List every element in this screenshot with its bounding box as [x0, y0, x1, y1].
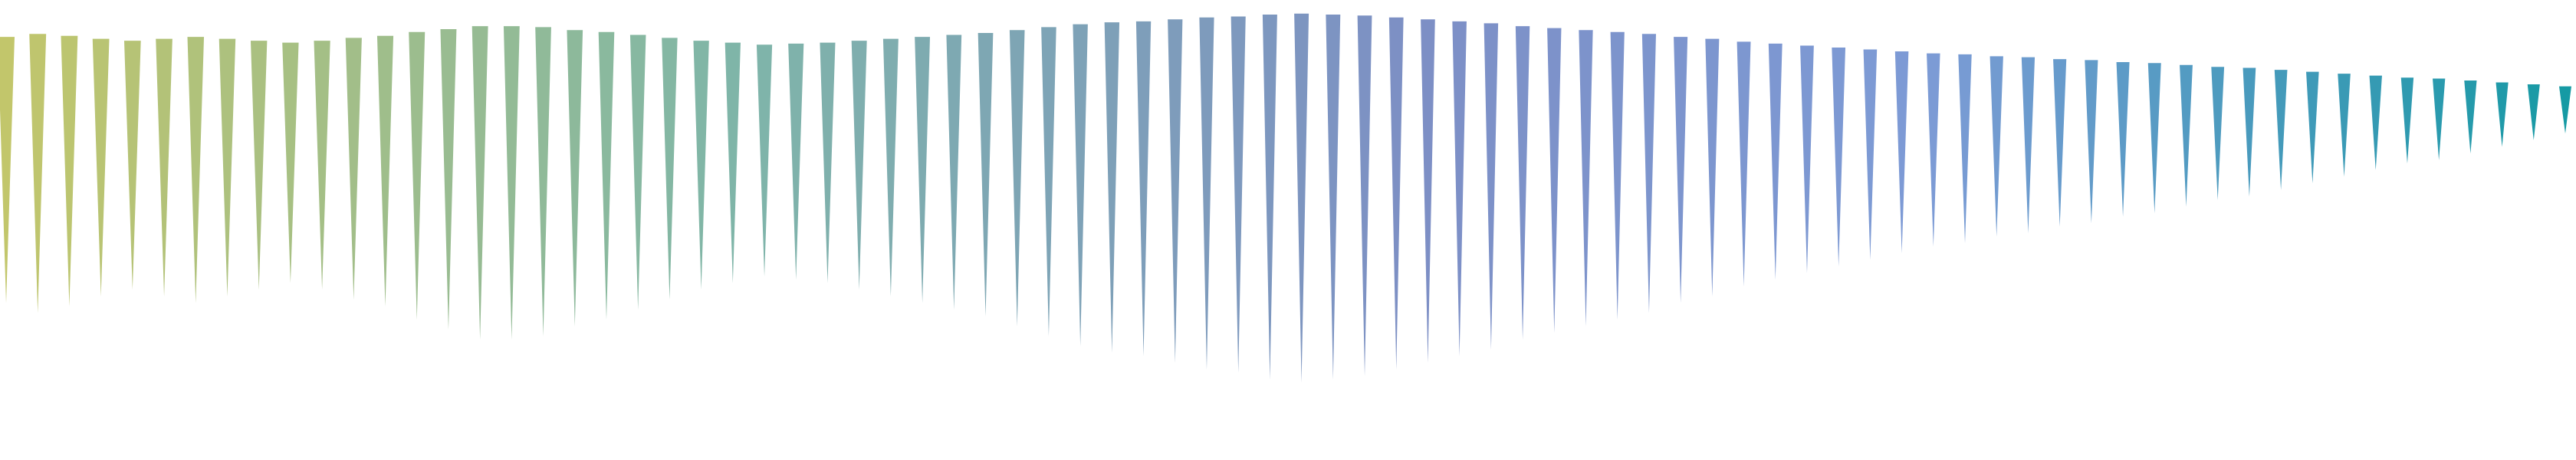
spike-35 — [1073, 24, 1088, 347]
spike-72 — [2242, 67, 2256, 197]
spike-29 — [882, 38, 899, 297]
spike-3 — [61, 35, 78, 307]
spike-22 — [662, 38, 678, 300]
spike-57 — [1768, 43, 1783, 280]
spike-64 — [1990, 56, 2003, 237]
spike-10 — [282, 42, 299, 284]
spike-11 — [314, 41, 330, 290]
spike-81 — [2527, 84, 2540, 140]
spike-14 — [409, 31, 426, 320]
spike-63 — [1958, 54, 1972, 244]
spike-54 — [1674, 37, 1688, 304]
spike-65 — [2021, 57, 2036, 234]
spike-52 — [1610, 31, 1625, 320]
spike-71 — [2211, 67, 2225, 200]
spike-70 — [2180, 64, 2193, 207]
spike-80 — [2496, 82, 2509, 147]
spike-39 — [1199, 17, 1214, 370]
spike-24 — [724, 42, 741, 284]
spike-group — [0, 13, 2571, 383]
spike-15 — [440, 28, 457, 330]
spike-62 — [1927, 53, 1940, 247]
spike-16 — [472, 26, 488, 340]
spike-28 — [851, 41, 867, 290]
spike-19 — [567, 30, 583, 327]
spike-31 — [946, 34, 962, 310]
spike-25 — [756, 44, 773, 277]
spike-58 — [1800, 45, 1814, 274]
spike-13 — [376, 35, 394, 307]
spike-45 — [1388, 17, 1404, 370]
spike-36 — [1104, 22, 1120, 353]
spike-48 — [1484, 23, 1499, 350]
spike-23 — [693, 41, 709, 290]
spike-21 — [629, 34, 646, 310]
spike-75 — [2338, 74, 2351, 177]
spike-9 — [250, 41, 268, 290]
spike-59 — [1832, 47, 1846, 267]
spike-26 — [788, 43, 804, 280]
spike-67 — [2085, 60, 2098, 224]
spike-60 — [1863, 49, 1878, 260]
spike-41 — [1262, 14, 1277, 380]
spike-76 — [2369, 75, 2382, 170]
spike-32 — [978, 33, 994, 317]
spike-69 — [2147, 63, 2161, 214]
spike-33 — [1009, 30, 1025, 327]
spike-44 — [1357, 15, 1372, 376]
spike-51 — [1579, 30, 1593, 327]
spike-1 — [0, 37, 15, 304]
spike-20 — [598, 31, 615, 320]
spike-8 — [219, 38, 236, 297]
spike-55 — [1705, 38, 1720, 297]
spike-7 — [187, 37, 205, 304]
spike-46 — [1421, 19, 1435, 363]
spike-56 — [1737, 41, 1751, 287]
spike-4 — [92, 38, 110, 297]
spike-50 — [1547, 28, 1562, 334]
spike-37 — [1135, 21, 1152, 356]
spike-18 — [535, 27, 551, 337]
spike-17 — [503, 26, 520, 340]
spike-53 — [1641, 34, 1656, 314]
spike-77 — [2400, 77, 2414, 164]
spike-49 — [1515, 26, 1530, 340]
spike-34 — [1041, 27, 1056, 337]
spike-38 — [1168, 19, 1183, 363]
spike-12 — [345, 38, 362, 300]
spike-5 — [123, 41, 141, 290]
spike-30 — [915, 37, 931, 304]
spike-68 — [2116, 61, 2130, 217]
spike-40 — [1230, 16, 1246, 373]
spike-74 — [2306, 71, 2319, 184]
spike-2 — [29, 34, 47, 314]
spike-47 — [1452, 21, 1467, 356]
spike-61 — [1894, 51, 1909, 254]
spike-6 — [156, 38, 172, 297]
spike-78 — [2433, 78, 2446, 160]
spike-79 — [2464, 80, 2477, 154]
spike-43 — [1326, 14, 1341, 380]
spike-66 — [2053, 59, 2067, 227]
spike-73 — [2274, 70, 2288, 190]
spike-27 — [820, 42, 836, 284]
spike-82 — [2559, 86, 2571, 134]
spike-42 — [1294, 13, 1309, 383]
